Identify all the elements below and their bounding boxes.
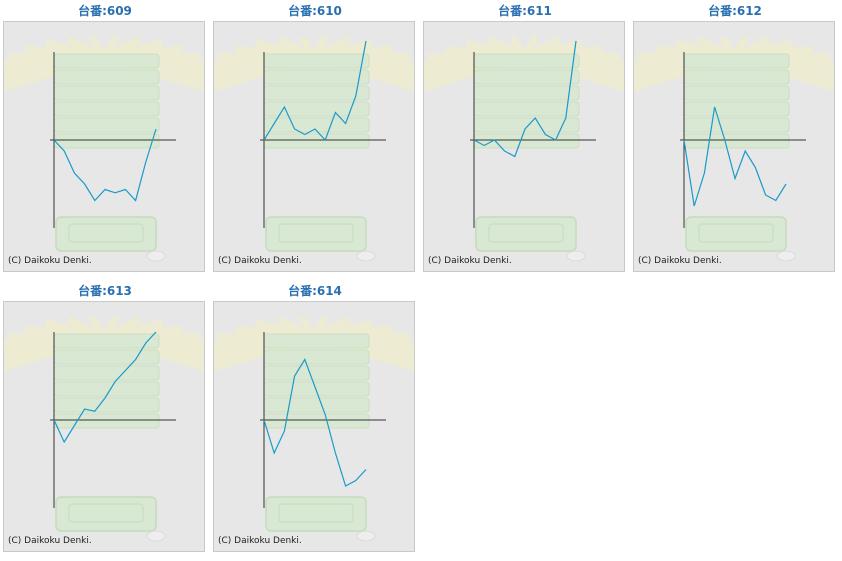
background-tray: [53, 349, 160, 365]
background-base-tray: [475, 216, 577, 252]
slump-chart-svg: [4, 315, 204, 542]
background-tray: [53, 69, 160, 85]
background-tray: [53, 53, 160, 69]
background-tray: [473, 133, 580, 149]
slump-series-line: [263, 358, 367, 487]
background-tray: [263, 133, 370, 149]
background-medal: [566, 250, 586, 262]
slump-chart-svg: [214, 35, 414, 262]
slump-series-line: [53, 128, 157, 202]
background-tray: [53, 133, 160, 149]
machine-panel: 台番:610 (C) Daikoku Denki.: [210, 0, 420, 274]
machine-title-link[interactable]: 台番:612: [708, 4, 762, 18]
machine-title-link[interactable]: 台番:611: [498, 4, 552, 18]
background-tray: [53, 381, 160, 397]
background-base-tray: [265, 216, 367, 252]
background-medal: [356, 530, 376, 542]
background-tray: [53, 397, 160, 413]
background-base-tray: [265, 496, 367, 532]
machine-panel: 台番:612 (C) Daikoku Denki.: [630, 0, 840, 274]
background-tray: [473, 117, 580, 133]
background-tray: [53, 85, 160, 101]
background-tray: [53, 413, 160, 429]
machine-title-link[interactable]: 台番:609: [78, 4, 132, 18]
background-tray: [683, 117, 790, 133]
background-base-inner: [68, 223, 144, 243]
background-base-inner: [278, 223, 354, 243]
background-tray: [263, 69, 370, 85]
background-illustration: [214, 35, 414, 262]
copyright-text: (C) Daikoku Denki.: [218, 536, 302, 546]
slump-series-line: [53, 331, 157, 444]
background-tray: [473, 101, 580, 117]
copyright-text: (C) Daikoku Denki.: [8, 536, 92, 546]
background-tray: [263, 333, 370, 349]
slump-series-line: [683, 106, 787, 207]
background-illustration: [424, 35, 624, 262]
slump-series-line: [473, 40, 577, 158]
background-medal: [776, 250, 796, 262]
background-tray: [263, 85, 370, 101]
copyright-text: (C) Daikoku Denki.: [8, 256, 92, 266]
slump-chart-svg: [214, 315, 414, 542]
background-tray: [683, 133, 790, 149]
background-tray: [263, 349, 370, 365]
slump-chart-svg: [4, 35, 204, 262]
copyright-text: (C) Daikoku Denki.: [638, 256, 722, 266]
background-base-tray: [685, 216, 787, 252]
background-tray: [683, 101, 790, 117]
background-illustration: [4, 35, 204, 262]
slump-chart-svg: [424, 35, 624, 262]
background-medal: [146, 530, 166, 542]
background-base-inner: [68, 503, 144, 523]
background-base-inner: [698, 223, 774, 243]
background-medal: [146, 250, 166, 262]
slump-chart-svg: [634, 35, 834, 262]
machine-panel: 台番:614 (C) Daikoku Denki.: [210, 280, 420, 554]
background-illustration: [214, 315, 414, 542]
machine-title-link[interactable]: 台番:613: [78, 284, 132, 298]
background-illustration: [634, 35, 834, 262]
slump-chart: (C) Daikoku Denki.: [3, 301, 205, 552]
background-tray: [53, 365, 160, 381]
slump-chart: (C) Daikoku Denki.: [3, 21, 205, 272]
background-illustration: [4, 315, 204, 542]
background-tray: [263, 365, 370, 381]
background-tray: [473, 69, 580, 85]
slump-chart: (C) Daikoku Denki.: [633, 21, 835, 272]
machine-title-link[interactable]: 台番:610: [288, 4, 342, 18]
background-tray: [263, 397, 370, 413]
background-tray: [263, 53, 370, 69]
background-tray: [53, 333, 160, 349]
copyright-text: (C) Daikoku Denki.: [218, 256, 302, 266]
machine-panel: 台番:609 (C) Daikoku Denki.: [0, 0, 210, 274]
background-tray: [683, 85, 790, 101]
background-base-inner: [278, 503, 354, 523]
background-tray: [263, 413, 370, 429]
slump-chart: (C) Daikoku Denki.: [213, 21, 415, 272]
machine-panel: 台番:611 (C) Daikoku Denki.: [420, 0, 630, 274]
machine-panel: 台番:613 (C) Daikoku Denki.: [0, 280, 210, 554]
background-tray: [53, 101, 160, 117]
background-base-tray: [55, 496, 157, 532]
background-tray: [263, 381, 370, 397]
background-medal: [356, 250, 376, 262]
background-base-inner: [488, 223, 564, 243]
slump-chart: (C) Daikoku Denki.: [213, 301, 415, 552]
slump-chart: (C) Daikoku Denki.: [423, 21, 625, 272]
copyright-text: (C) Daikoku Denki.: [428, 256, 512, 266]
background-tray: [53, 117, 160, 133]
background-tray: [473, 85, 580, 101]
background-tray: [683, 53, 790, 69]
slump-series-line: [263, 40, 367, 142]
background-tray: [473, 53, 580, 69]
background-tray: [683, 69, 790, 85]
machine-title-link[interactable]: 台番:614: [288, 284, 342, 298]
background-base-tray: [55, 216, 157, 252]
